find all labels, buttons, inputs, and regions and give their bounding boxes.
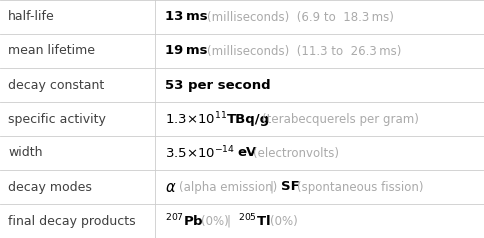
Text: decay modes: decay modes [8,180,91,193]
Text: (0%): (0%) [200,214,228,228]
Text: mean lifetime: mean lifetime [8,45,95,58]
Text: TBq/g: TBq/g [227,113,270,125]
Text: eV: eV [237,147,256,159]
Text: 19 ms: 19 ms [165,45,207,58]
Text: (electronvolts): (electronvolts) [253,147,338,159]
Text: $\alpha$: $\alpha$ [165,179,176,194]
Text: final decay products: final decay products [8,214,136,228]
Text: decay constant: decay constant [8,79,104,91]
Text: 13 ms: 13 ms [165,10,207,24]
Text: $1.3{\times}10^{11}$: $1.3{\times}10^{11}$ [165,111,227,127]
Text: (terabecquerels per gram): (terabecquerels per gram) [261,113,418,125]
Text: $^{207}$Pb: $^{207}$Pb [165,213,203,229]
Text: specific activity: specific activity [8,113,106,125]
Text: $^{205}$Tl: $^{205}$Tl [238,213,270,229]
Text: (spontaneous fission): (spontaneous fission) [296,180,423,193]
Text: half-life: half-life [8,10,55,24]
Text: SF: SF [280,180,299,193]
Text: (0%): (0%) [270,214,297,228]
Text: 53 per second: 53 per second [165,79,270,91]
Text: |: | [270,180,273,193]
Text: $3.5{\times}10^{-14}$: $3.5{\times}10^{-14}$ [165,145,235,161]
Text: (milliseconds)  (6.9 to  18.3 ms): (milliseconds) (6.9 to 18.3 ms) [207,10,393,24]
Text: (milliseconds)  (11.3 to  26.3 ms): (milliseconds) (11.3 to 26.3 ms) [207,45,401,58]
Text: |: | [227,214,230,228]
Text: width: width [8,147,43,159]
Text: (alpha emission): (alpha emission) [179,180,277,193]
